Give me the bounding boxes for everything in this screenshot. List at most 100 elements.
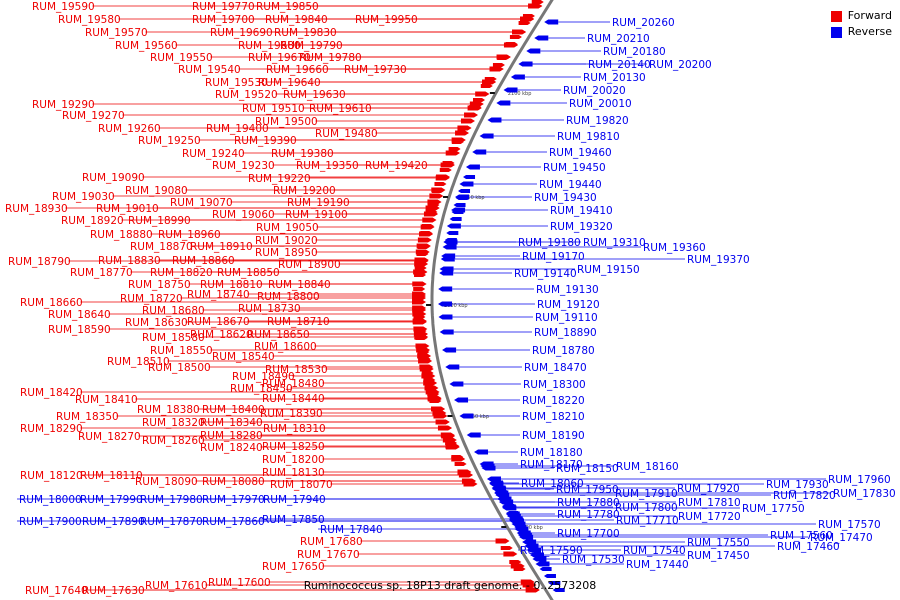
forward-gene-arrow	[427, 392, 440, 396]
reverse-gene-label: RUM_19120	[537, 299, 600, 311]
reverse-gene-arrow	[454, 397, 469, 403]
forward-gene-arrow	[522, 14, 535, 18]
reverse-gene-arrow	[552, 588, 565, 592]
forward-gene-arrow	[505, 42, 518, 46]
forward-gene-arrow	[455, 130, 470, 136]
forward-gene-label: RUM_18790	[8, 256, 71, 268]
forward-gene-arrow	[448, 147, 461, 151]
forward-gene-label: RUM_18310	[263, 423, 326, 435]
reverse-gene-label: RUM_17950	[556, 484, 619, 496]
forward-gene-label: RUM_19200	[273, 185, 336, 197]
forward-gene-arrow	[520, 579, 535, 585]
reverse-gene-arrow	[449, 217, 462, 221]
reverse-gene-arrow	[438, 286, 453, 292]
forward-gene-label: RUM_18420	[20, 387, 83, 399]
forward-gene-label: RUM_19290	[32, 99, 95, 111]
reverse-gene-arrow	[524, 543, 539, 549]
reverse-swatch	[830, 26, 842, 38]
reverse-gene-label: RUM_17890	[82, 516, 145, 528]
reverse-gene-label: RUM_19130	[536, 284, 599, 296]
forward-gene-label: RUM_19850	[256, 1, 319, 13]
forward-gene-label: RUM_18120	[20, 470, 83, 482]
forward-gene-label: RUM_18510	[107, 356, 170, 368]
legend-reverse-label: Reverse	[847, 25, 892, 38]
forward-gene-arrow	[496, 539, 509, 543]
forward-gene-label: RUM_19230	[212, 160, 275, 172]
reverse-gene-label: RUM_17560	[770, 530, 833, 542]
scale-tick-label: 2100 kbp	[508, 91, 532, 97]
forward-gene-label: RUM_19550	[150, 52, 213, 64]
reverse-gene-label: RUM_19430	[534, 192, 597, 204]
forward-gene-label: RUM_17610	[145, 580, 208, 592]
forward-gene-label: RUM_18490	[232, 371, 295, 383]
reverse-gene-arrow	[529, 552, 544, 558]
reverse-gene-label: RUM_17970	[202, 494, 265, 506]
reverse-gene-label: RUM_18470	[524, 362, 587, 374]
reverse-gene-arrow	[466, 432, 481, 438]
reverse-gene-arrow	[480, 463, 495, 469]
forward-gene-arrow	[415, 343, 430, 349]
forward-gene-label: RUM_18810	[200, 279, 263, 291]
forward-gene-label: RUM_18620	[190, 329, 253, 341]
reverse-gene-arrow	[510, 74, 525, 80]
forward-gene-arrow	[451, 140, 464, 144]
forward-gene-label: RUM_19400	[206, 123, 269, 135]
scale-tick-label: 2000 kbp	[444, 303, 468, 309]
forward-gene-arrow	[415, 336, 428, 340]
reverse-gene-label: RUM_17700	[557, 528, 620, 540]
forward-gene-label: RUM_18550	[150, 345, 213, 357]
reverse-gene-arrow	[458, 189, 471, 193]
forward-gene-arrow	[414, 266, 427, 270]
forward-gene-label: RUM_18450	[230, 383, 293, 395]
forward-gene-arrow	[442, 434, 455, 438]
forward-gene-label: RUM_18630	[125, 317, 188, 329]
forward-gene-label: RUM_19830	[274, 27, 337, 39]
reverse-gene-label: RUM_17570	[818, 519, 881, 531]
forward-gene-label: RUM_18730	[238, 303, 301, 315]
forward-gene-label: RUM_19670	[248, 52, 311, 64]
forward-gene-arrow	[518, 21, 531, 25]
forward-gene-label: RUM_19780	[299, 52, 362, 64]
reverse-gene-arrow	[438, 301, 453, 307]
forward-gene-label: RUM_18600	[254, 341, 317, 353]
forward-gene-label: RUM_19630	[283, 89, 346, 101]
forward-gene-arrow	[445, 150, 460, 156]
forward-gene-arrow	[425, 210, 438, 214]
legend-reverse: Reverse	[830, 24, 892, 40]
forward-gene-label: RUM_19580	[58, 14, 121, 26]
reverse-gene-arrow	[441, 253, 456, 259]
forward-gene-arrow	[509, 35, 522, 39]
reverse-gene-label: RUM_17810	[678, 497, 741, 509]
reverse-gene-label: RUM_19820	[566, 115, 629, 127]
forward-gene-arrow	[503, 551, 518, 557]
legend-forward: Forward	[830, 8, 892, 24]
reverse-gene-label: RUM_19810	[557, 131, 620, 143]
forward-gene-label: RUM_19680	[238, 40, 301, 52]
reverse-gene-label: RUM_17470	[810, 532, 873, 544]
forward-gene-arrow	[418, 357, 431, 361]
forward-gene-label: RUM_18320	[142, 417, 205, 429]
forward-gene-arrow	[419, 364, 434, 370]
reverse-gene-label: RUM_19360	[643, 242, 706, 254]
forward-gene-arrow	[500, 546, 513, 550]
reverse-gene-label: RUM_19170	[522, 251, 585, 263]
reverse-gene-label: RUM_17870	[140, 516, 203, 528]
reverse-gene-arrow	[439, 270, 454, 276]
forward-gene-label: RUM_18390	[260, 408, 323, 420]
forward-gene-label: RUM_18080	[202, 476, 265, 488]
legend: Forward Reverse	[830, 8, 892, 40]
reverse-gene-label: RUM_17550	[687, 537, 750, 549]
forward-gene-arrow	[424, 385, 439, 391]
forward-gene-arrow	[413, 287, 426, 291]
reverse-gene-label: RUM_17900	[19, 516, 82, 528]
reverse-gene-arrow	[510, 518, 523, 522]
forward-gene-arrow	[431, 406, 446, 412]
forward-gene-label: RUM_19050	[256, 222, 319, 234]
forward-gene-label: RUM_19640	[258, 77, 321, 89]
forward-gene-arrow	[414, 257, 429, 263]
forward-gene-label: RUM_19660	[266, 64, 329, 76]
forward-gene-label: RUM_19080	[125, 185, 188, 197]
reverse-gene-label: RUM_17720	[678, 511, 741, 523]
forward-gene-arrow	[445, 441, 458, 445]
